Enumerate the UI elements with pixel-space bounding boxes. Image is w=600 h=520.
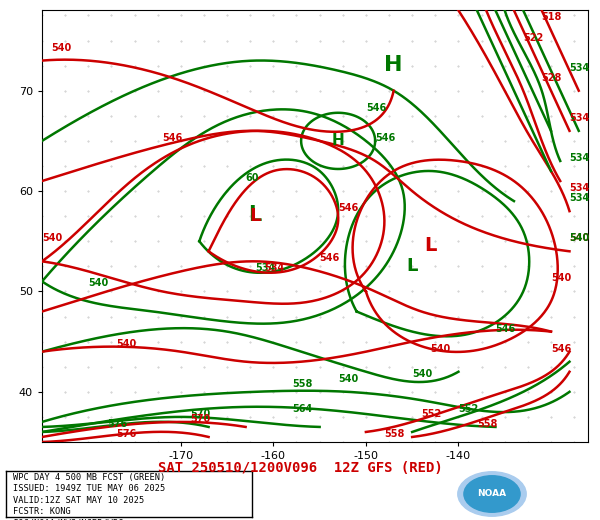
Text: 540: 540 xyxy=(412,369,433,379)
Text: 534: 534 xyxy=(569,193,590,203)
Text: 546: 546 xyxy=(366,103,386,113)
Text: 552: 552 xyxy=(421,409,442,419)
Text: 546: 546 xyxy=(496,323,516,334)
Text: NOAA: NOAA xyxy=(478,489,506,498)
Text: L: L xyxy=(406,257,418,276)
Text: 522: 522 xyxy=(523,33,544,43)
Text: 552: 552 xyxy=(458,404,479,414)
Text: SAT 250510/1200V096  12Z GFS (RED): SAT 250510/1200V096 12Z GFS (RED) xyxy=(158,461,442,475)
Text: 546: 546 xyxy=(320,253,340,263)
Text: 540: 540 xyxy=(431,344,451,354)
Text: 534: 534 xyxy=(264,263,284,274)
Text: 546: 546 xyxy=(375,133,395,143)
Text: L: L xyxy=(248,205,262,225)
Text: 540: 540 xyxy=(551,274,571,283)
Ellipse shape xyxy=(458,472,526,516)
Text: 570: 570 xyxy=(190,414,211,424)
Text: 540: 540 xyxy=(88,278,109,289)
Text: L: L xyxy=(424,236,437,255)
Text: 570: 570 xyxy=(190,409,211,419)
Text: 558: 558 xyxy=(385,429,405,439)
Text: 540: 540 xyxy=(338,374,358,384)
Text: 546: 546 xyxy=(338,203,358,213)
Text: 540: 540 xyxy=(569,233,590,243)
Text: 576: 576 xyxy=(116,429,136,439)
Text: 534: 534 xyxy=(569,62,590,73)
Text: 558: 558 xyxy=(477,419,497,429)
Text: 546: 546 xyxy=(163,133,182,143)
Text: H: H xyxy=(385,55,403,75)
Text: 534: 534 xyxy=(569,153,590,163)
Text: 60: 60 xyxy=(245,173,259,183)
Text: 540: 540 xyxy=(51,43,71,53)
Text: 558: 558 xyxy=(292,379,312,389)
Text: L: L xyxy=(249,207,260,225)
Text: 534: 534 xyxy=(569,183,590,193)
Text: 564: 564 xyxy=(292,404,312,414)
Text: 546: 546 xyxy=(551,344,571,354)
Text: 540: 540 xyxy=(116,339,136,348)
Ellipse shape xyxy=(464,476,520,512)
Text: 540: 540 xyxy=(569,233,590,243)
Text: 540: 540 xyxy=(42,233,62,243)
Text: WPC DAY 4 500 MB FCST (GREEN)
ISSUED: 1949Z TUE MAY 06 2025
VALID:12Z SAT MAY 10: WPC DAY 4 500 MB FCST (GREEN) ISSUED: 19… xyxy=(13,473,166,520)
Text: 534: 534 xyxy=(255,263,275,274)
Text: 528: 528 xyxy=(542,73,562,83)
Text: 518: 518 xyxy=(542,12,562,22)
Text: 576: 576 xyxy=(107,419,127,429)
Text: 534: 534 xyxy=(569,113,590,123)
Text: H: H xyxy=(332,134,344,148)
